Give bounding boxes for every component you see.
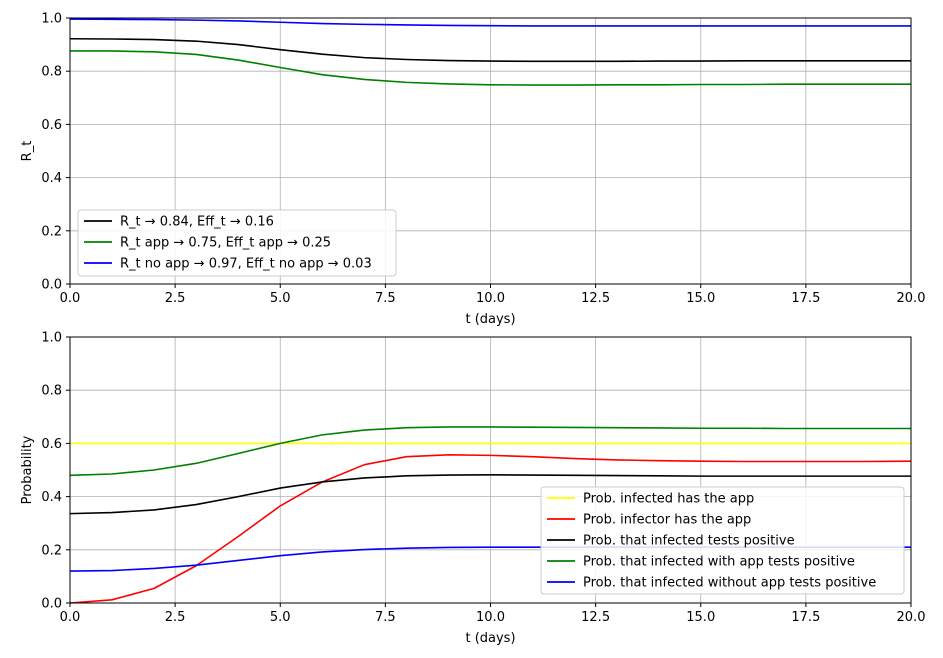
probability-x-tick-label: 17.5: [791, 610, 820, 625]
rt-y-tick-label: 0.2: [41, 224, 62, 239]
probability-legend-label: Prob. infector has the app: [583, 513, 751, 528]
probability-x-tick-label: 7.5: [375, 610, 396, 625]
rt-x-tick-label: 12.5: [581, 291, 610, 306]
rt-y-tick-label: 1.0: [41, 12, 62, 27]
probability-x-tick-label: 20.0: [897, 610, 926, 625]
rt-series-line-0: [69, 37, 911, 63]
probability-x-tick-label: 5.0: [270, 610, 291, 625]
probability-series-line-2: [69, 473, 911, 515]
probability-series-line-1: [69, 454, 912, 604]
probability-x-axis-label: t (days): [465, 631, 515, 646]
rt-legend: R_t → 0.84, Eff_t → 0.16 R_t app → 0.75, …: [77, 209, 397, 277]
probability-legend-label: Prob. infected has the app: [583, 492, 754, 507]
probability-y-tick-label: 0.2: [41, 543, 62, 558]
rt-x-tick-label: 17.5: [791, 291, 820, 306]
rt-legend-label: R_t app → 0.75, Eff_t app → 0.25: [120, 236, 331, 251]
probability-y-axis-label: Probability: [20, 435, 35, 504]
rt-x-tick-label: 10.0: [476, 291, 505, 306]
rt-x-tick-label: 15.0: [686, 291, 715, 306]
rt-x-tick-label: 2.5: [165, 291, 186, 306]
rt-series-line-2: [69, 18, 911, 27]
probability-y-tick-label: 0.0: [41, 597, 62, 612]
probability-x-tick-label: 15.0: [686, 610, 715, 625]
probability-legend-label: Prob. that infected with app tests posit…: [583, 555, 855, 570]
rt-legend-label: R_t → 0.84, Eff_t → 0.16: [120, 215, 274, 230]
rt-x-axis-label: t (days): [465, 312, 515, 327]
rt-y-tick-label: 0.6: [41, 118, 62, 133]
rt-x-tick-label: 0.0: [60, 291, 81, 306]
rt-series-line-1: [70, 50, 911, 86]
probability-legend-label: Prob. that infected without app tests po…: [583, 576, 876, 591]
probability-legend: Prob. infected has the app Prob. infector…: [540, 486, 905, 595]
probability-legend-box: [540, 486, 905, 595]
rt-x-tick-label: 7.5: [375, 291, 396, 306]
rt-x-tick-label: 20.0: [897, 291, 926, 306]
rt-y-axis-label: R_t: [20, 141, 35, 162]
probability-x-tick-label: 10.0: [476, 610, 505, 625]
rt-legend-box: [77, 209, 397, 277]
probability-y-tick-label: 0.4: [41, 490, 62, 505]
probability-y-tick-label: 1.0: [41, 331, 62, 346]
rt-y-tick-label: 0.8: [41, 65, 62, 80]
probability-x-tick-label: 2.5: [165, 610, 186, 625]
probability-x-tick-label: 0.0: [60, 610, 81, 625]
probability-chart-panel: 0.0 2.5 5.0 7.5 10.0 12.5 15.0 17.5 20.0 0.0 0.2 0.…: [20, 331, 925, 647]
probability-x-tick-label: 12.5: [581, 610, 610, 625]
probability-y-tick-label: 0.6: [41, 437, 62, 452]
probability-series-line-3: [69, 426, 911, 477]
rt-legend-label: R_t no app → 0.97, Eff_t no app → 0.03: [120, 257, 372, 272]
probability-y-tick-label: 0.8: [41, 384, 62, 399]
rt-y-tick-label: 0.0: [41, 278, 62, 293]
rt-chart-panel: 0.0 2.5 5.0 7.5 10.0 12.5 15.0 17.5 20.0 0.0 0.2 0.…: [20, 12, 925, 328]
probability-legend-label: Prob. that infected tests positive: [583, 534, 795, 549]
rt-x-tick-label: 5.0: [270, 291, 291, 306]
rt-y-tick-label: 0.4: [41, 171, 62, 186]
